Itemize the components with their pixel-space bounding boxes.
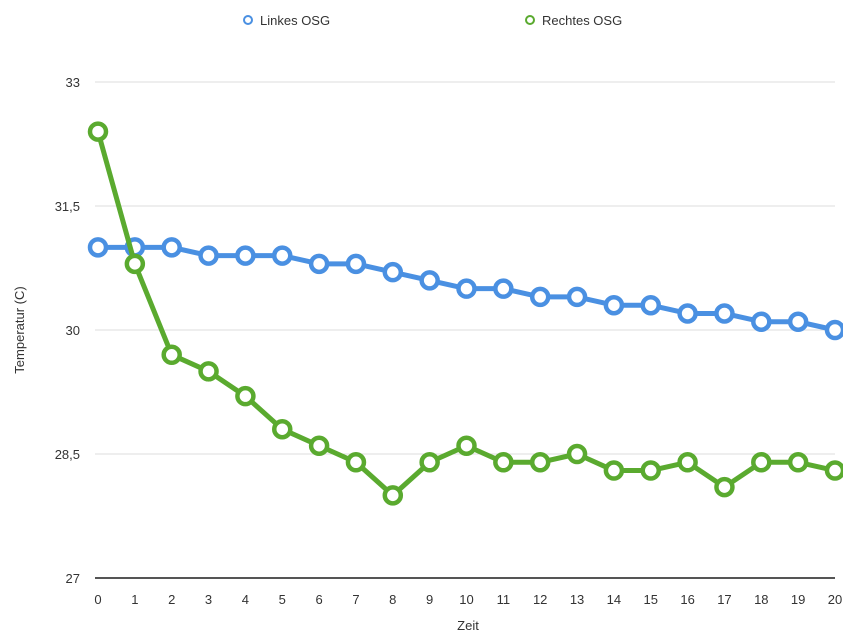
x-tick-label: 5 bbox=[279, 592, 286, 607]
data-point bbox=[827, 463, 843, 479]
data-point bbox=[606, 463, 622, 479]
legend-label: Linkes OSG bbox=[260, 13, 330, 28]
x-tick-label: 20 bbox=[828, 592, 842, 607]
x-tick-label: 18 bbox=[754, 592, 768, 607]
x-tick-label: 13 bbox=[570, 592, 584, 607]
data-point bbox=[569, 289, 585, 305]
series-layer bbox=[90, 124, 843, 504]
data-point bbox=[237, 248, 253, 264]
x-axis: 0 1 2 3 4 5 6 7 8 9 10 11 12 13 14 15 16 17 18 19 20 bbox=[94, 592, 842, 607]
data-point bbox=[385, 264, 401, 280]
data-point bbox=[827, 322, 843, 338]
x-tick-label: 7 bbox=[352, 592, 359, 607]
y-tick-label: 27 bbox=[66, 571, 80, 586]
data-point bbox=[201, 248, 217, 264]
data-point bbox=[753, 314, 769, 330]
data-point bbox=[90, 124, 106, 140]
x-tick-label: 1 bbox=[131, 592, 138, 607]
x-tick-label: 12 bbox=[533, 592, 547, 607]
data-point bbox=[680, 454, 696, 470]
x-tick-label: 4 bbox=[242, 592, 249, 607]
y-axis: 27 28,5 30 31,5 33 bbox=[55, 75, 80, 586]
x-tick-label: 19 bbox=[791, 592, 805, 607]
data-point bbox=[680, 305, 696, 321]
y-tick-label: 28,5 bbox=[55, 447, 80, 462]
x-tick-label: 8 bbox=[389, 592, 396, 607]
legend-marker bbox=[526, 16, 534, 24]
data-point bbox=[495, 454, 511, 470]
data-point bbox=[311, 256, 327, 272]
data-point bbox=[164, 239, 180, 255]
x-tick-label: 2 bbox=[168, 592, 175, 607]
y-tick-label: 33 bbox=[66, 75, 80, 90]
data-point bbox=[201, 363, 217, 379]
x-tick-label: 15 bbox=[644, 592, 658, 607]
data-point bbox=[164, 347, 180, 363]
data-point bbox=[385, 487, 401, 503]
legend-label: Rechtes OSG bbox=[542, 13, 622, 28]
gridlines bbox=[95, 82, 835, 578]
x-tick-label: 9 bbox=[426, 592, 433, 607]
data-point bbox=[532, 289, 548, 305]
y-axis-title: Temperatur (C) bbox=[12, 286, 27, 373]
data-point bbox=[348, 256, 364, 272]
data-point bbox=[643, 463, 659, 479]
data-point bbox=[311, 438, 327, 454]
x-tick-label: 11 bbox=[497, 592, 511, 607]
y-tick-label: 30 bbox=[66, 323, 80, 338]
y-tick-label: 31,5 bbox=[55, 199, 80, 214]
data-point bbox=[606, 297, 622, 313]
data-point bbox=[274, 421, 290, 437]
x-tick-label: 14 bbox=[607, 592, 621, 607]
data-point bbox=[422, 272, 438, 288]
data-point bbox=[459, 281, 475, 297]
x-tick-label: 3 bbox=[205, 592, 212, 607]
data-point bbox=[274, 248, 290, 264]
x-axis-title: Zeit bbox=[457, 618, 479, 633]
legend: Linkes OSG Rechtes OSG bbox=[244, 13, 622, 28]
data-point bbox=[790, 314, 806, 330]
series-linkes-osg bbox=[90, 239, 843, 338]
x-tick-label: 17 bbox=[717, 592, 731, 607]
data-point bbox=[422, 454, 438, 470]
data-point bbox=[237, 388, 253, 404]
data-point bbox=[348, 454, 364, 470]
data-point bbox=[495, 281, 511, 297]
data-point bbox=[643, 297, 659, 313]
data-point bbox=[569, 446, 585, 462]
data-point bbox=[716, 305, 732, 321]
data-point bbox=[790, 454, 806, 470]
data-point bbox=[127, 256, 143, 272]
x-tick-label: 0 bbox=[94, 592, 101, 607]
x-tick-label: 16 bbox=[680, 592, 694, 607]
data-point bbox=[532, 454, 548, 470]
data-point bbox=[716, 479, 732, 495]
x-tick-label: 6 bbox=[315, 592, 322, 607]
data-point bbox=[90, 239, 106, 255]
data-point bbox=[753, 454, 769, 470]
x-tick-label: 10 bbox=[459, 592, 473, 607]
data-point bbox=[459, 438, 475, 454]
legend-marker bbox=[244, 16, 252, 24]
